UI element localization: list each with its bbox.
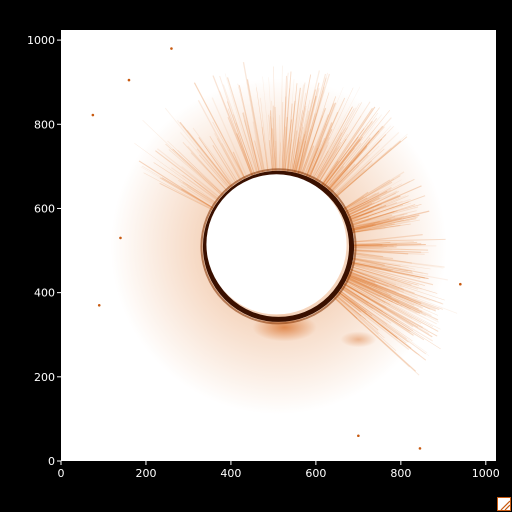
resize-grip-icon (500, 500, 511, 511)
occulter-ring (202, 170, 355, 322)
speck-6 (459, 282, 462, 286)
x-tick-label: 400 (220, 467, 241, 480)
speck-3 (97, 303, 101, 307)
y-tick-label: 0 (48, 455, 55, 468)
speck-7 (119, 236, 122, 240)
x-axis: 0 200 400 600 800 1000 (58, 461, 500, 480)
y-tick-label: 1000 (27, 34, 55, 47)
x-tick-label: 600 (305, 467, 326, 480)
x-tick-label: 200 (135, 467, 156, 480)
speck-5 (418, 447, 422, 450)
x-tick-label: 0 (58, 467, 65, 480)
y-tick-label: 600 (34, 202, 55, 215)
corona (110, 62, 458, 415)
y-tick-label: 400 (34, 287, 55, 300)
y-tick-label: 800 (34, 118, 55, 131)
x-tick-label: 800 (390, 467, 411, 480)
speck-2 (91, 113, 95, 117)
speck-4 (357, 434, 360, 438)
resize-handle[interactable] (497, 497, 511, 511)
specks (91, 47, 462, 450)
x-tick-label: 1000 (472, 467, 500, 480)
coronal-streamers (134, 62, 458, 376)
speck-1 (127, 78, 131, 82)
y-tick-label: 200 (34, 371, 55, 384)
occulting-disk (206, 174, 347, 315)
speck-0 (170, 47, 173, 50)
y-axis: 0 200 400 600 800 1000 (27, 34, 61, 468)
